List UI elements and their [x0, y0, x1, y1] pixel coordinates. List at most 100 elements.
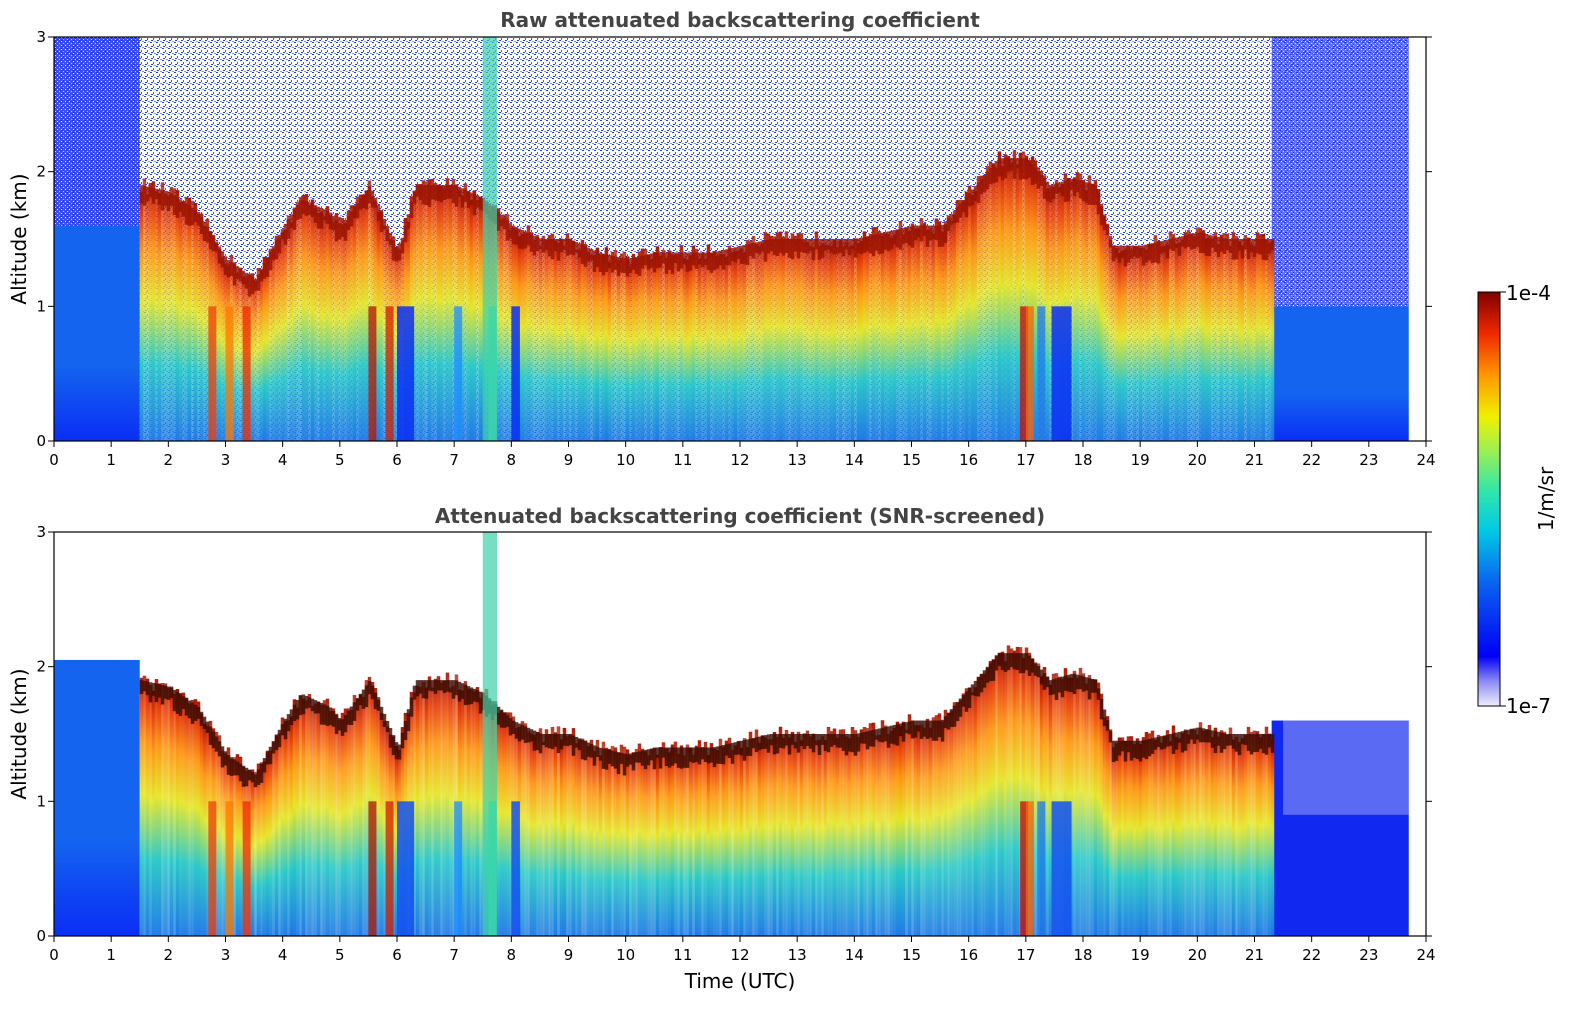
backscatter-column: [1240, 245, 1245, 441]
cloud-layer: [799, 239, 804, 253]
backscatter-column: [358, 194, 363, 441]
cloud-layer: [775, 239, 780, 256]
backscatter-column: [754, 729, 759, 936]
cloud-layer: [844, 734, 849, 756]
cloud-layer: [667, 252, 672, 270]
cloud-layer: [505, 715, 510, 727]
cloud-layer: [250, 772, 255, 783]
colorbar-label: 1/m/sr: [1534, 466, 1558, 531]
precip-streak: [368, 306, 377, 441]
cloud-layer: [424, 185, 429, 206]
cloud-layer: [1081, 676, 1086, 692]
backscatter-column: [1021, 657, 1026, 936]
backscatter-column: [1144, 249, 1149, 441]
backscatter-column: [202, 225, 207, 441]
backscatter-column: [394, 246, 399, 441]
cloud-layer: [940, 719, 945, 742]
cloud-layer: [895, 724, 900, 746]
backscatter-column: [973, 190, 978, 441]
cloud-layer: [670, 747, 675, 766]
backscatter-column: [643, 751, 648, 936]
backscatter-column: [214, 243, 219, 441]
backscatter-column: [1234, 736, 1239, 936]
cloud-layer: [256, 274, 261, 291]
cloud-layer: [1069, 673, 1074, 693]
backscatter-column: [832, 728, 837, 936]
y-tick-label: 0: [36, 432, 46, 450]
cloud-layer: [406, 709, 411, 732]
backscatter-column: [1156, 734, 1161, 936]
backscatter-column: [778, 231, 783, 441]
cloud-layer: [1159, 736, 1164, 750]
x-tick-label: 9: [564, 946, 574, 964]
cloud-layer: [1111, 740, 1116, 763]
backscatter-column: [148, 685, 153, 936]
backscatter-column: [1117, 737, 1122, 936]
cloud-layer: [1063, 675, 1068, 691]
backscatter-column: [613, 747, 618, 936]
cloud-layer: [1108, 730, 1113, 743]
backscatter-column: [445, 672, 450, 936]
backscatter-column: [619, 253, 624, 441]
backscatter-column: [799, 740, 804, 936]
backscatter-column: [313, 703, 318, 936]
cloud-layer: [619, 752, 624, 764]
backscatter-column: [1024, 155, 1029, 441]
cloud-layer: [1249, 734, 1254, 755]
backscatter-column: [979, 674, 984, 936]
cloud-layer: [868, 235, 873, 254]
backscatter-column: [1048, 684, 1053, 936]
cloud-layer: [385, 720, 390, 733]
cloud-layer: [1057, 182, 1062, 193]
cloud-layer: [667, 747, 672, 768]
cloud-layer: [646, 749, 651, 766]
cloud-layer: [769, 239, 774, 252]
cloud-layer: [1015, 158, 1020, 169]
clear-air-signal: [54, 225, 140, 441]
backscatter-column: [352, 205, 357, 441]
cloud-layer: [961, 695, 966, 707]
cloud-layer: [1228, 239, 1233, 253]
backscatter-column: [259, 270, 264, 441]
cloud-layer: [793, 239, 798, 252]
clear-air-signal: [54, 659, 140, 936]
backscatter-column: [955, 702, 960, 936]
backscatter-column: [1111, 747, 1116, 936]
backscatter-column: [766, 233, 771, 441]
cloud-layer: [1030, 163, 1035, 186]
backscatter-column: [355, 196, 360, 441]
cloud-layer: [142, 185, 147, 206]
backscatter-column: [364, 191, 369, 441]
cloud-layer: [259, 268, 264, 282]
cloud-layer: [535, 732, 540, 751]
cloud-layer: [898, 723, 903, 737]
backscatter-column: [421, 682, 426, 936]
backscatter-column: [1264, 726, 1269, 936]
cloud-layer: [1051, 184, 1056, 200]
backscatter-column: [181, 692, 186, 936]
backscatter-column: [994, 167, 999, 441]
backscatter-column: [301, 698, 306, 936]
cloud-layer: [994, 161, 999, 183]
backscatter-column: [841, 729, 846, 936]
cloud-layer: [139, 185, 144, 204]
cloud-layer: [979, 673, 984, 693]
cloud-layer: [835, 734, 840, 748]
cloud-layer: [796, 239, 801, 259]
cloud-layer: [478, 691, 483, 714]
backscatter-column: [592, 254, 597, 441]
backscatter-column: [1162, 736, 1167, 936]
backscatter-column: [718, 738, 723, 936]
cloud-layer: [196, 706, 201, 719]
clear-air-signal: [1283, 720, 1409, 815]
cloud-layer: [478, 196, 483, 210]
backscatter-column: [688, 255, 693, 441]
backscatter-column: [673, 741, 678, 936]
cloud-layer: [1222, 238, 1227, 254]
backscatter-column: [193, 699, 198, 936]
cloud-layer: [208, 231, 213, 250]
cloud-layer: [415, 680, 420, 697]
backscatter-column: [733, 251, 738, 441]
cloud-layer: [676, 252, 681, 272]
x-tick-label: 4: [278, 946, 288, 964]
